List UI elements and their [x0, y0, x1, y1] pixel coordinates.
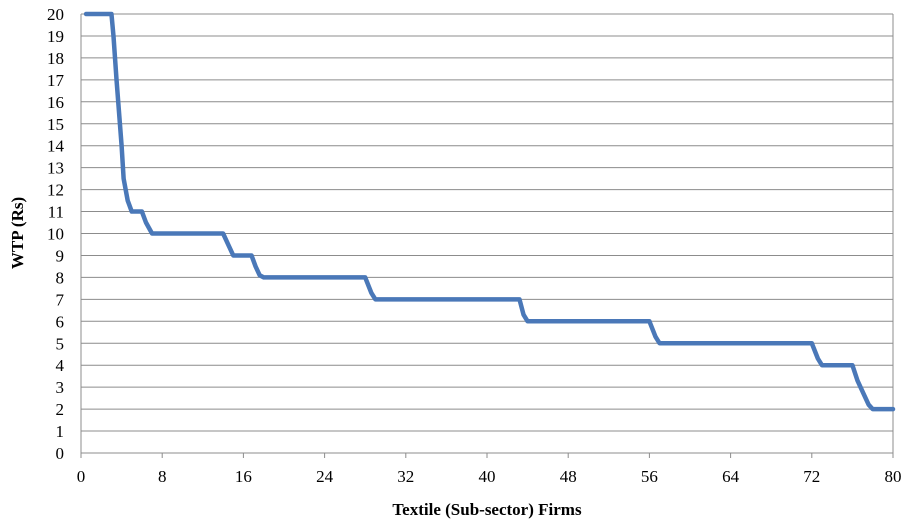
gridlines: [81, 13, 893, 432]
x-tick-label: 80: [885, 467, 902, 486]
y-tick-label: 9: [56, 246, 65, 265]
series-layer: [83, 11, 896, 412]
y-tick-label: 14: [47, 137, 65, 156]
y-tick-label: 6: [56, 312, 65, 331]
y-tick-label: 20: [47, 5, 64, 24]
x-axis-title: Textile (Sub-sector) Firms: [392, 500, 582, 519]
y-tick-label: 13: [47, 159, 64, 178]
x-tick-label: 32: [397, 467, 414, 486]
series-line: [83, 11, 896, 412]
y-tick-label: 10: [47, 225, 64, 244]
y-tick-label: 7: [56, 290, 65, 309]
y-tick-label: 4: [56, 356, 65, 375]
y-tick-label: 1: [56, 422, 65, 441]
x-tick-label: 72: [803, 467, 820, 486]
y-tick-label: 17: [47, 71, 65, 90]
x-tick-label: 64: [722, 467, 740, 486]
x-tick-label: 0: [77, 467, 86, 486]
y-tick-label: 15: [47, 115, 64, 134]
x-tick-label: 56: [641, 467, 658, 486]
y-tick-label: 19: [47, 27, 64, 46]
y-tick-label: 11: [48, 203, 64, 222]
x-tick-label: 24: [316, 467, 334, 486]
y-tick-label: 0: [56, 444, 65, 463]
x-tick-labels: 0 8 16 24 32 40 48 56 64 72 80: [77, 467, 902, 486]
x-tick-label: 40: [479, 467, 496, 486]
y-tick-label: 3: [56, 378, 65, 397]
y-tick-label: 2: [56, 400, 65, 419]
y-tick-label: 5: [56, 334, 65, 353]
x-tick-label: 8: [158, 467, 167, 486]
x-tick-label: 48: [560, 467, 577, 486]
y-tick-label: 12: [47, 181, 64, 200]
axes: [80, 14, 894, 458]
y-axis-title: WTP (Rs): [8, 197, 27, 269]
y-tick-label: 16: [47, 93, 64, 112]
y-tick-label: 18: [47, 49, 64, 68]
y-tick-label: 8: [56, 268, 65, 287]
x-tick-label: 16: [235, 467, 252, 486]
